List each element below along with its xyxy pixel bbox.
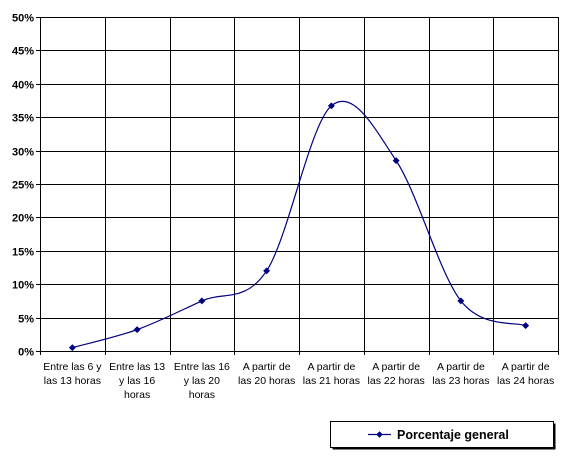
y-tick-label: 35% [12,113,34,125]
data-point [522,322,530,330]
data-point [198,297,206,305]
data-point [68,344,76,352]
y-axis-ticks: 0% 5% 10% 15% 20% 25% 30% 35% 40% 45% 50% [12,13,40,359]
x-tick-label: Entre las 16 y las 20 horas [174,361,230,401]
legend-box [330,421,554,448]
legend-marker [376,431,383,438]
legend-label: Porcentaje general [397,428,509,442]
y-tick-label: 40% [12,80,34,92]
data-point [133,326,141,334]
y-tick-label: 30% [12,147,34,159]
data-point [457,297,465,305]
x-tick-label-line: A partir de [437,361,485,373]
x-tick-label: Entre las 6 y las 13 horas [43,361,102,387]
data-point [263,267,271,275]
data-point [327,102,335,110]
x-tick-label-line: A partir de [243,361,291,373]
y-tick-label: 45% [12,46,34,58]
y-tick-label: 25% [12,180,34,192]
x-tick-label-line: horas [124,389,150,401]
x-tick-label-line: y las 20 [184,375,220,387]
x-tick-label-line: horas [189,389,215,401]
x-tick-label: Entre las 13 y las 16 horas [109,361,165,401]
x-tick-label-line: las 23 horas [432,375,489,387]
x-tick-label-line: Entre las 16 [174,361,230,373]
legend: Porcentaje general [330,421,556,450]
series-line [72,100,526,349]
x-tick-label: A partir de las 23 horas [432,361,489,387]
x-tick-label: A partir de las 20 horas [238,361,295,387]
x-tick-label: A partir de las 22 horas [368,361,425,387]
x-tick-label-line: A partir de [502,361,550,373]
x-tick-label-line: y las 16 [119,375,155,387]
x-tick-label-line: las 13 horas [44,375,101,387]
x-tick-label-line: las 22 horas [368,375,425,387]
x-axis-ticks: Entre las 6 y las 13 horas Entre las 13 y l… [40,351,559,401]
y-tick-label: 50% [12,13,34,25]
x-tick-label: A partir de las 24 horas [497,361,554,387]
x-tick-label: A partir de las 21 horas [303,361,360,387]
x-tick-label-line: las 21 horas [303,375,360,387]
x-tick-label-line: las 24 horas [497,375,554,387]
series [68,100,530,352]
data-point [392,157,400,165]
y-tick-label: 15% [12,247,34,259]
x-tick-label-line: A partir de [372,361,420,373]
x-tick-label-line: A partir de [307,361,355,373]
y-tick-label: 5% [18,314,34,326]
y-tick-label: 10% [12,280,34,292]
x-tick-label-line: Entre las 6 y [43,361,102,373]
x-tick-label-line: Entre las 13 [109,361,165,373]
y-tick-label: 20% [12,213,34,225]
x-tick-label-line: las 20 horas [238,375,295,387]
y-tick-label: 0% [18,347,34,359]
